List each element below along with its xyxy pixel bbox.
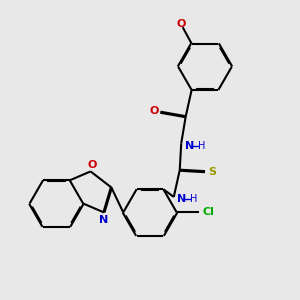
Text: O: O [87,160,97,170]
Text: N: N [178,194,187,204]
Text: N: N [185,141,194,151]
Text: O: O [176,19,186,29]
Text: Cl: Cl [202,207,214,218]
Text: O: O [149,106,159,116]
Text: H: H [190,194,198,204]
Text: N: N [99,215,109,225]
Text: H: H [198,141,205,151]
Text: S: S [208,167,216,177]
